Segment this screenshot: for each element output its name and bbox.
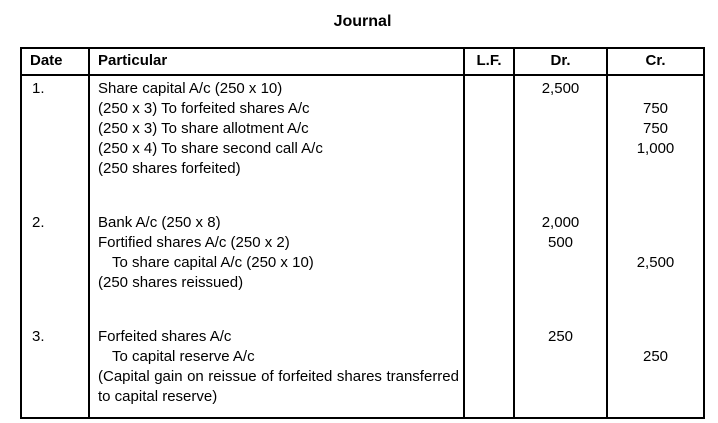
dr-amount: 250 [515,327,608,347]
particular-line: (250 shares reissued) [90,273,465,293]
particular-line: Share capital A/c (250 x 10) [90,79,465,99]
journal-line-row: 1. Share capital A/c (250 x 10) 2,500 [22,79,703,99]
header-dr: Dr. [515,49,608,76]
journal-line-row: 2. Bank A/c (250 x 8) 2,000 [22,213,703,233]
dr-amount: 2,000 [515,213,608,233]
dr-amount [515,347,608,367]
particular-line: (250 x 4) To share second call A/c [90,139,465,159]
particular-line: (Capital gain on reissue of forfeited sh… [90,367,465,407]
body-top-spacer-row [22,76,703,79]
journal-line-row: (Capital gain on reissue of forfeited sh… [22,367,703,407]
lf-cell [465,253,515,273]
dr-amount [515,99,608,119]
entry-spacer-row [22,179,703,213]
cr-amount: 1,000 [636,140,675,157]
journal-line-row: (250 shares forfeited) [22,159,703,179]
cr-amount [608,159,703,179]
particular-line: Fortified shares A/c (250 x 2) [90,233,465,253]
cr-amount [608,327,703,347]
entry-date [22,347,90,367]
dr-amount [515,159,608,179]
entry-date [22,367,90,407]
cr-amount: 750 [642,100,669,117]
entry-date [22,233,90,253]
entry-date: 2. [22,213,90,233]
cr-amount [608,273,703,293]
cr-amount: 750 [642,120,669,137]
dr-amount [515,139,608,159]
journal-table: Date Particular L.F. Dr. Cr. 1. Share cap… [20,47,705,419]
dr-amount: 500 [515,233,608,253]
cr-amount: 2,500 [636,254,675,271]
particular-line: Bank A/c (250 x 8) [90,213,465,233]
cr-amount [608,233,703,253]
particular-line: To capital reserve A/c [90,347,465,367]
dr-amount: 2,500 [515,79,608,99]
lf-cell [465,213,515,233]
entry-date [22,273,90,293]
journal-line-row: To capital reserve A/c 250 [22,347,703,367]
lf-cell [465,233,515,253]
entry-date [22,139,90,159]
lf-cell [465,327,515,347]
particular-line: (250 shares forfeited) [90,159,465,179]
particular-line: To share capital A/c (250 x 10) [90,253,465,273]
dr-amount [515,367,608,407]
page-title: Journal [333,13,392,30]
dr-amount [515,273,608,293]
lf-cell [465,139,515,159]
cr-amount [608,79,703,99]
lf-cell [465,99,515,119]
journal-line-row: (250 x 3) To share allotment A/c 750 [22,119,703,139]
lf-cell [465,273,515,293]
header-lf: L.F. [465,49,515,76]
header-cr: Cr. [608,49,703,76]
particular-line: (250 x 3) To forfeited shares A/c [90,99,465,119]
lf-cell [465,367,515,407]
dr-amount [515,119,608,139]
header-date: Date [22,49,90,76]
lf-cell [465,347,515,367]
cr-amount [608,213,703,233]
cr-amount: 250 [642,348,669,365]
body-bottom-spacer-row [22,407,703,417]
journal-line-row: (250 x 3) To forfeited shares A/c 750 [22,99,703,119]
header-particular: Particular [90,49,465,76]
table-header-row: Date Particular L.F. Dr. Cr. [22,49,703,76]
entry-date: 1. [22,79,90,99]
entry-date [22,253,90,273]
entry-date [22,99,90,119]
lf-cell [465,159,515,179]
particular-line: Forfeited shares A/c [90,327,465,347]
journal-line-row: To share capital A/c (250 x 10) 2,500 [22,253,703,273]
dr-amount [515,253,608,273]
journal-line-row: (250 shares reissued) [22,273,703,293]
particular-line: (250 x 3) To share allotment A/c [90,119,465,139]
journal-line-row: Fortified shares A/c (250 x 2) 500 [22,233,703,253]
journal-line-row: 3. Forfeited shares A/c 250 [22,327,703,347]
entry-spacer-row [22,293,703,327]
journal-line-row: (250 x 4) To share second call A/c 1,000 [22,139,703,159]
entry-date [22,119,90,139]
entry-date [22,159,90,179]
lf-cell [465,119,515,139]
journal-body: 1. Share capital A/c (250 x 10) 2,500 (250 … [22,76,703,417]
entry-date: 3. [22,327,90,347]
lf-cell [465,79,515,99]
cr-amount [608,367,703,407]
